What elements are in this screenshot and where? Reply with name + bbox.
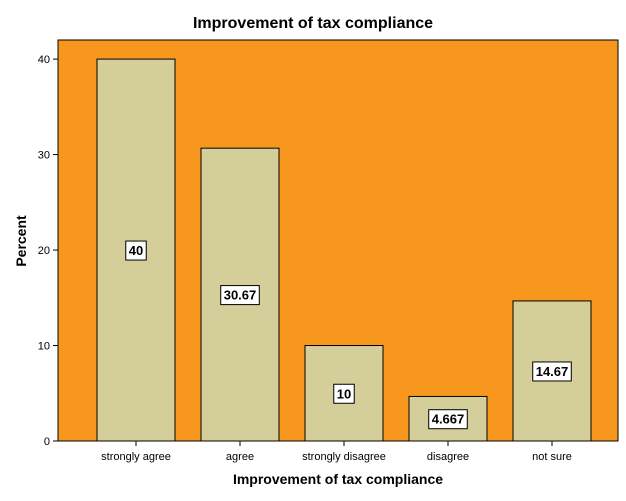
data-label-text: 10 — [337, 386, 351, 401]
data-label-text: 14.67 — [536, 364, 569, 379]
x-tick-label: disagree — [427, 451, 469, 463]
data-label: 4.667 — [428, 409, 468, 430]
data-label: 30.67 — [220, 285, 260, 306]
data-label-text: 4.667 — [432, 412, 465, 427]
data-label-box — [333, 383, 355, 404]
data-labels: 40 30.67 10 4.667 14.67 — [125, 240, 572, 430]
data-label: 14.67 — [532, 361, 572, 382]
y-tick-label: 40 — [38, 54, 50, 66]
y-axis-label: Percent — [13, 215, 29, 267]
y-tick-label: 10 — [38, 341, 50, 353]
chart-title: Improvement of tax compliance — [193, 15, 433, 32]
data-label-text: 40 — [129, 243, 143, 258]
data-label: 40 — [125, 240, 147, 261]
x-tick-label: strongly agree — [101, 451, 171, 463]
data-label-box — [428, 409, 468, 430]
data-label-text: 30.67 — [224, 288, 257, 303]
x-tick-label: not sure — [532, 451, 572, 463]
data-label-box — [532, 361, 572, 382]
x-tick-label: agree — [226, 451, 254, 463]
x-axis-label: Improvement of tax compliance — [233, 471, 443, 487]
y-tick-label: 0 — [44, 436, 50, 448]
x-tick-label: strongly disagree — [302, 451, 386, 463]
data-label-box — [220, 285, 260, 306]
y-tick-label: 30 — [38, 150, 50, 162]
y-tick-label: 20 — [38, 245, 50, 257]
x-axis: strongly agree agree strongly disagree disa… — [101, 441, 572, 463]
y-axis: 0 10 20 30 40 — [38, 54, 58, 448]
data-label-box — [125, 240, 147, 261]
data-label: 10 — [333, 383, 355, 404]
